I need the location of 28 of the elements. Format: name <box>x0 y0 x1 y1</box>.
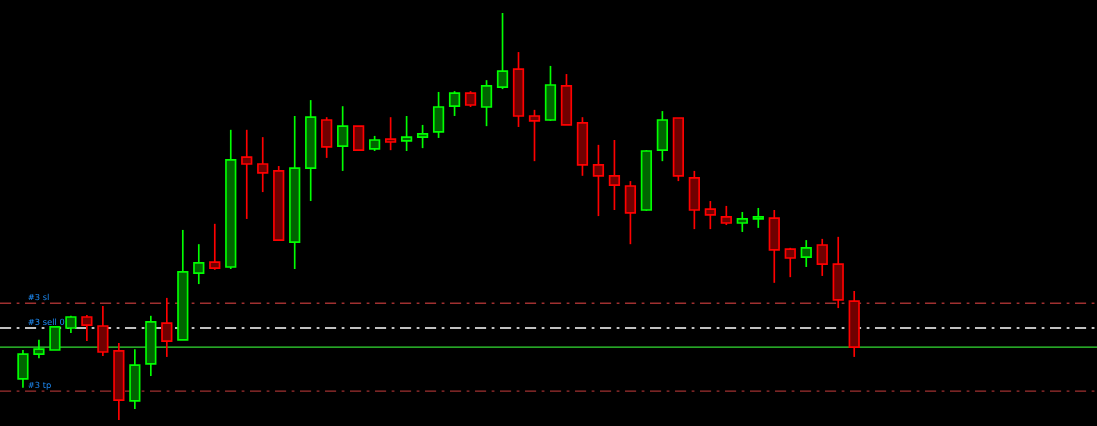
candlestick <box>193 243 205 285</box>
candlestick <box>416 124 429 149</box>
candlestick <box>704 200 716 230</box>
candlestick <box>592 144 605 217</box>
candlestick <box>448 90 461 117</box>
candlestick <box>33 338 45 359</box>
candlestick <box>736 211 748 233</box>
candlestick <box>816 238 828 277</box>
candlestick <box>161 297 173 358</box>
candlestick <box>784 247 796 278</box>
candlestick <box>257 136 269 193</box>
candlestick <box>337 105 349 172</box>
candlestick <box>800 239 812 268</box>
candlestick <box>81 314 93 342</box>
candlestick <box>752 207 764 229</box>
candlestick <box>400 115 413 152</box>
candlestick <box>480 79 493 127</box>
candlestick <box>384 116 397 151</box>
candlestick <box>49 325 61 351</box>
candlestick <box>241 128 253 220</box>
ref-line-label: #3 sl <box>28 293 49 301</box>
candlestick <box>528 109 541 162</box>
candlestick <box>209 222 221 271</box>
ref-line-label: #3 tp <box>28 381 51 390</box>
ref-line-label: #3 sell 0 <box>28 318 65 326</box>
candlestick <box>720 205 732 226</box>
candlestick <box>608 139 621 211</box>
candlestick <box>496 12 509 90</box>
